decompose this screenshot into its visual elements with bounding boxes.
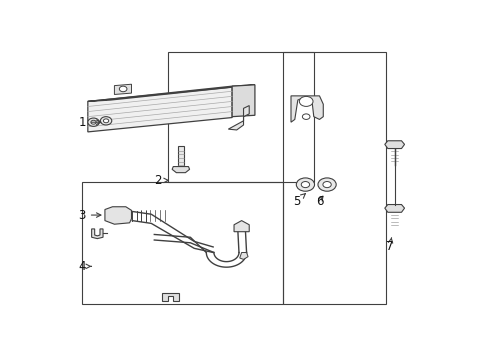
Text: 5: 5 [293,194,305,208]
Polygon shape [385,204,405,212]
Text: 1: 1 [78,116,101,129]
Bar [82,182,283,304]
Circle shape [318,178,336,191]
Circle shape [323,181,331,188]
Polygon shape [162,293,179,301]
Circle shape [299,96,313,107]
Polygon shape [234,221,249,232]
Polygon shape [115,84,131,94]
Polygon shape [240,252,248,260]
Circle shape [103,119,109,123]
Text: 6: 6 [316,195,323,208]
Polygon shape [92,229,103,239]
Polygon shape [105,207,131,224]
Polygon shape [232,85,255,117]
Polygon shape [385,141,405,149]
Text: 3: 3 [78,208,101,221]
Bar [168,51,314,182]
Circle shape [301,181,310,188]
Polygon shape [88,85,255,102]
Polygon shape [172,167,190,173]
Text: 2: 2 [154,174,168,187]
Polygon shape [178,146,184,167]
Circle shape [120,86,127,92]
Circle shape [88,118,99,126]
Polygon shape [228,105,249,130]
Bar [283,51,386,304]
Text: 7: 7 [386,238,393,253]
Polygon shape [88,87,232,132]
Text: 4: 4 [78,260,92,273]
Circle shape [302,114,310,120]
Circle shape [296,178,315,191]
Polygon shape [291,96,323,122]
Circle shape [100,117,112,125]
Circle shape [91,120,96,124]
